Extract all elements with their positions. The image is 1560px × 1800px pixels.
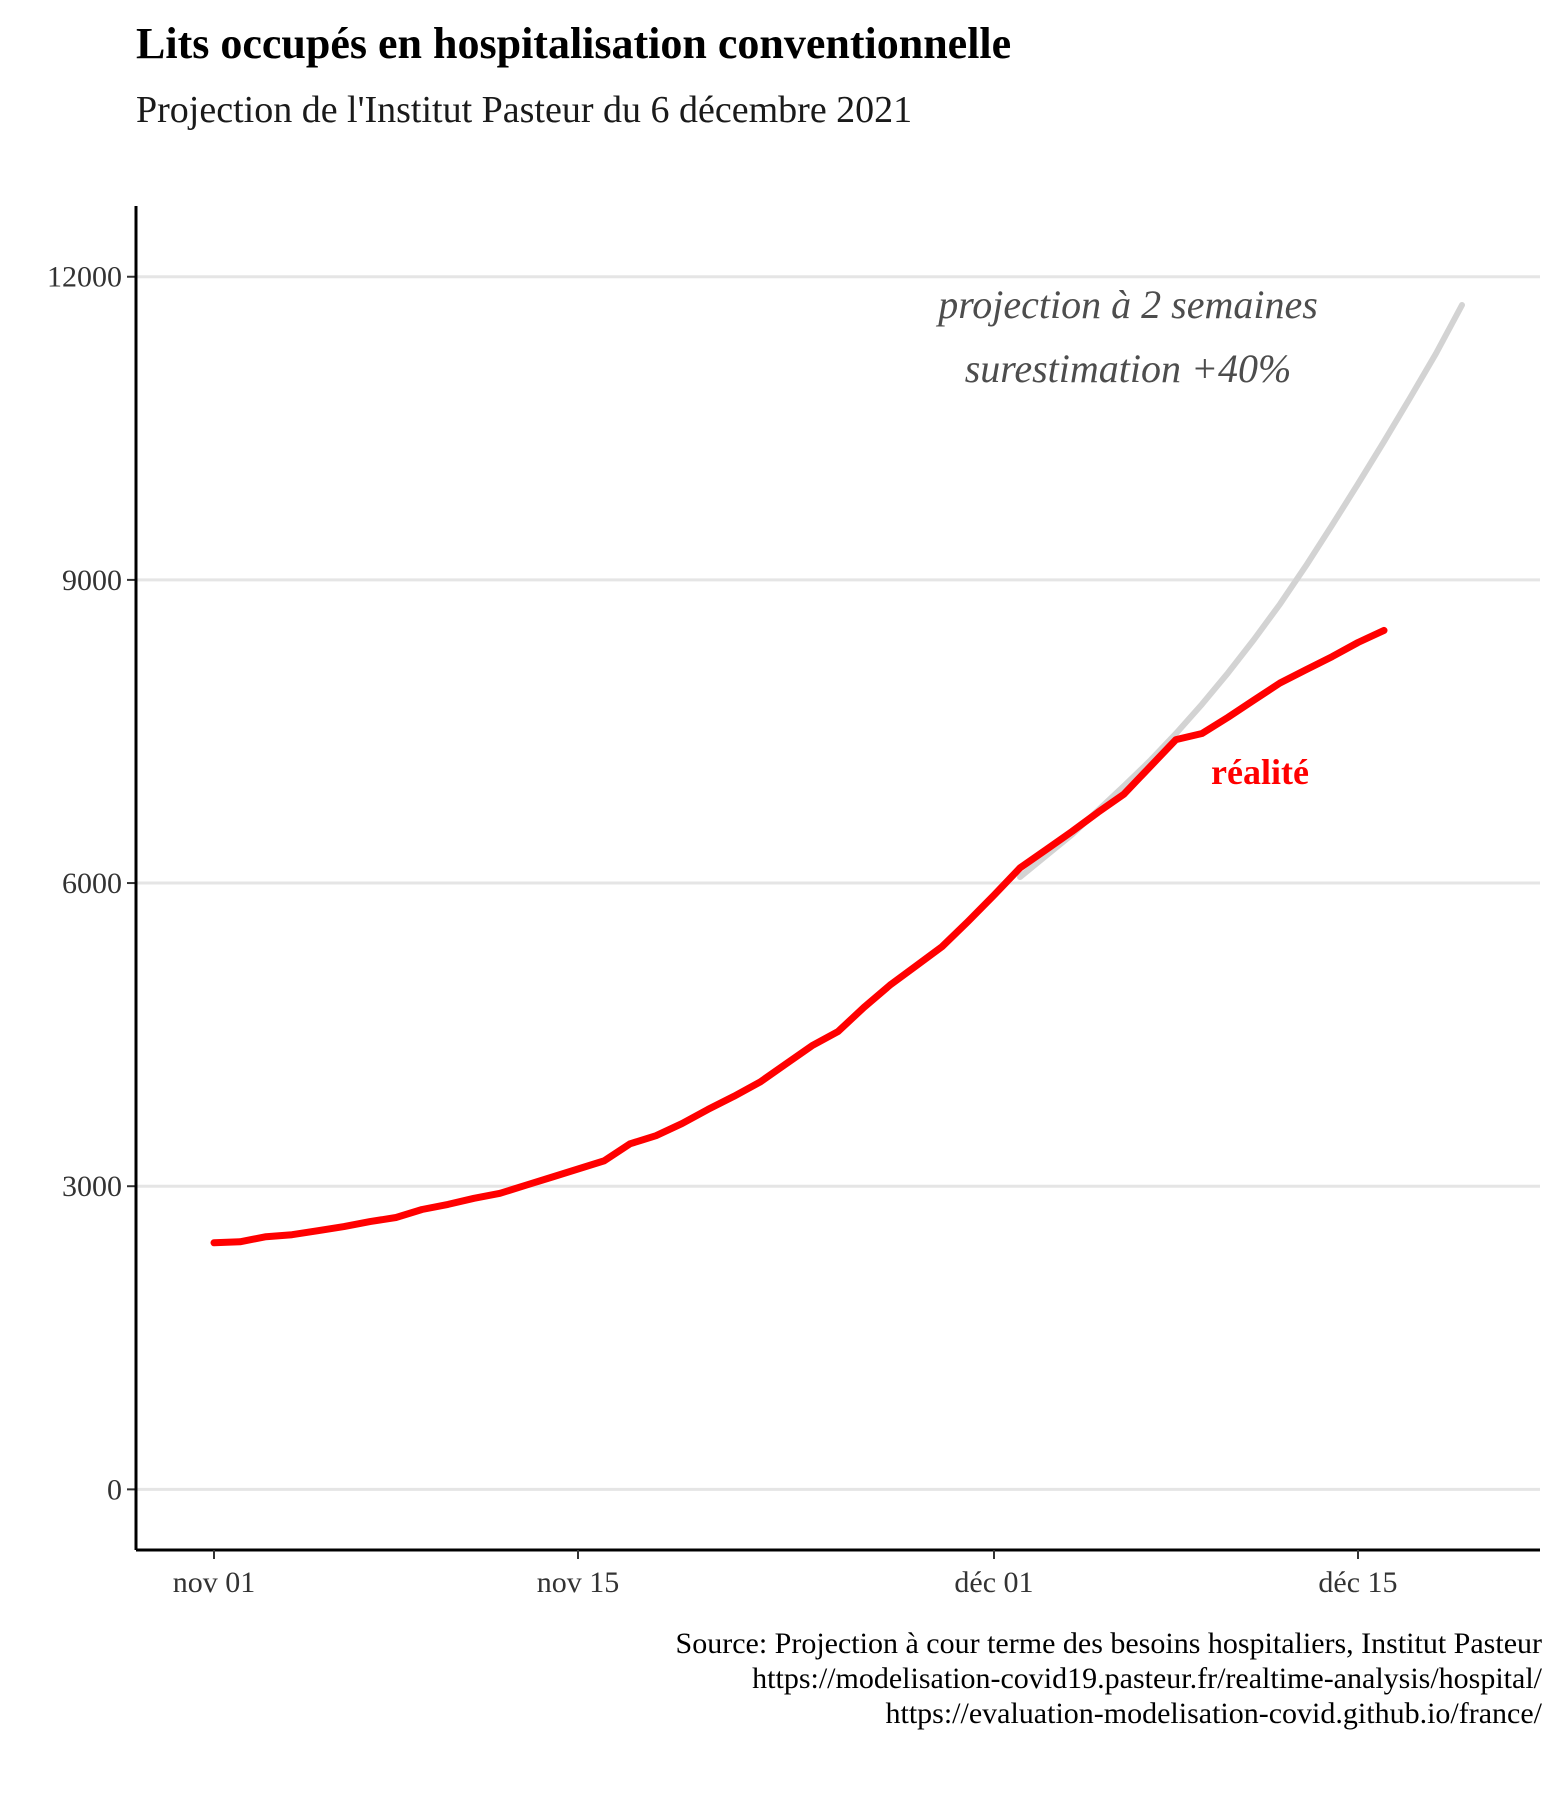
reality-line	[210, 626, 1388, 1247]
reality-annotation: réalité	[1211, 752, 1309, 792]
grid-lines	[136, 275, 1540, 1491]
projection-annotation-line1: projection à 2 semaines	[935, 282, 1318, 327]
source-caption: Source: Projection à cour terme des beso…	[676, 1626, 1542, 1731]
tick-label-x: déc 15	[1318, 1566, 1397, 1599]
tick-label-x: nov 01	[173, 1566, 256, 1599]
series-lines	[210, 302, 1465, 1247]
tick-label-x: nov 15	[537, 1566, 620, 1599]
line-chart: 0 3000 6000 9000 12000 nov 01 nov 15 déc 01 déc …	[47, 206, 1540, 1599]
tick-label-y: 9000	[62, 564, 122, 597]
tick-label-x: déc 01	[954, 1566, 1033, 1599]
annotations: projection à 2 semaines surestimation +4…	[935, 282, 1318, 792]
axes: 0 3000 6000 9000 12000 nov 01 nov 15 déc 01 déc …	[47, 206, 1540, 1599]
tick-label-y: 3000	[62, 1170, 122, 1203]
chart-subtitle: Projection de l'Institut Pasteur du 6 dé…	[136, 89, 913, 131]
caption-url-evaluation: https://evaluation-modelisation-covid.gi…	[885, 1697, 1542, 1730]
tick-label-y: 0	[107, 1473, 122, 1506]
tick-label-y: 12000	[47, 261, 122, 294]
tick-label-y: 6000	[62, 867, 122, 900]
chart-title: Lits occupés en hospitalisation conventi…	[136, 19, 1012, 68]
caption-url-pasteur: https://modelisation-covid19.pasteur.fr/…	[752, 1662, 1542, 1695]
caption-source-line: Source: Projection à cour terme des beso…	[675, 1627, 1542, 1660]
projection-annotation-line2: surestimation +40%	[965, 346, 1292, 391]
